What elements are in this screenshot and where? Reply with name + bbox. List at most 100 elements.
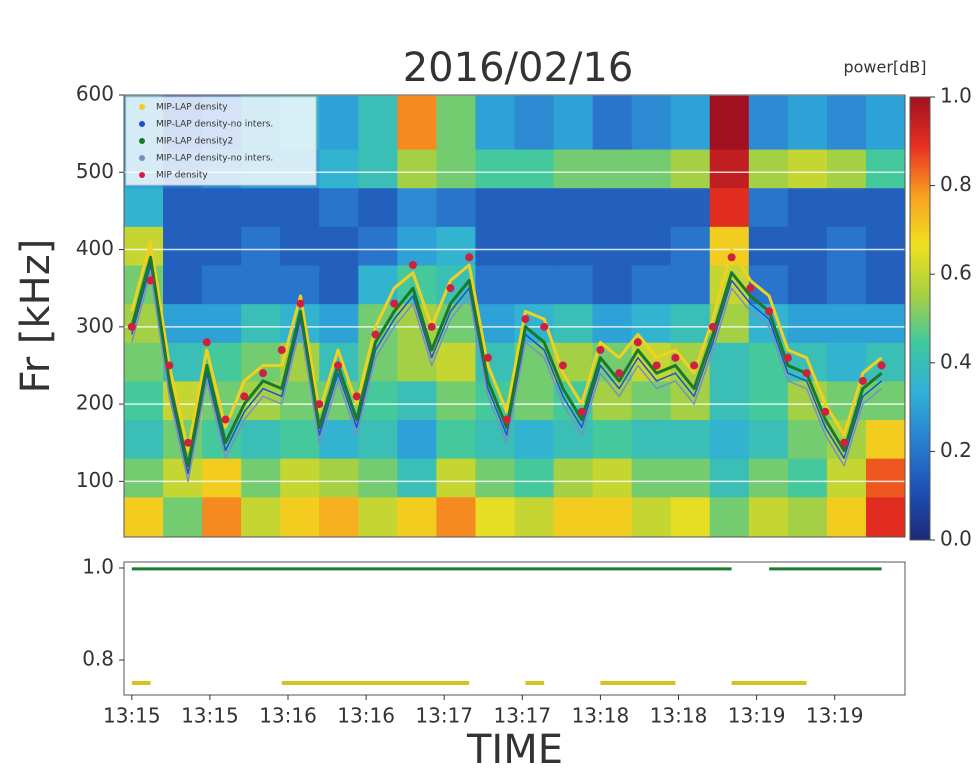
colorbar-tick-label: 0.0	[940, 527, 972, 551]
heat-cell	[358, 188, 398, 227]
heat-cell	[436, 188, 476, 227]
heat-cell	[749, 420, 789, 459]
heat-cell	[671, 149, 711, 188]
heat-cell	[788, 188, 828, 227]
y-tick-label: 600	[76, 82, 114, 106]
heat-cell	[554, 265, 594, 304]
marker	[671, 354, 679, 362]
y-tick-label: 200	[76, 391, 114, 415]
heat-cell	[358, 95, 398, 150]
heat-cell	[475, 226, 515, 265]
marker	[278, 346, 286, 354]
heat-cell	[593, 497, 633, 538]
x-tick-label: 13:19	[806, 704, 864, 728]
heat-cell	[436, 342, 476, 381]
marker	[409, 261, 417, 269]
heat-cell	[671, 497, 711, 538]
heat-cell	[866, 497, 906, 538]
heat-cell	[163, 304, 203, 343]
legend-marker	[139, 138, 145, 144]
heat-cell	[788, 226, 828, 265]
heat-cell	[124, 226, 164, 265]
x-axis-label: TIME	[466, 727, 563, 773]
marker	[390, 300, 398, 308]
heat-cell	[671, 265, 711, 304]
x-tick-label: 13:16	[259, 704, 317, 728]
heat-cell	[163, 458, 203, 497]
heat-cell	[593, 265, 633, 304]
y-tick-label: 400	[76, 236, 114, 260]
marker	[540, 323, 548, 331]
heat-cell	[554, 226, 594, 265]
marker	[165, 361, 173, 369]
colorbar-tick-label: 0.6	[940, 261, 972, 285]
heat-cell	[632, 420, 672, 459]
heat-cell	[632, 226, 672, 265]
plot-frame	[124, 562, 905, 695]
marker	[259, 369, 267, 377]
heat-cell	[749, 188, 789, 227]
legend-label: MIP-LAP density-no inters.	[156, 154, 273, 164]
heat-cell	[866, 381, 906, 420]
heat-cell	[749, 149, 789, 188]
heat-cell	[749, 497, 789, 538]
legend: MIP-LAP densityMIP-LAP density-no inters…	[126, 97, 316, 185]
heat-cell	[866, 265, 906, 304]
heat-cell	[475, 188, 515, 227]
colorbar-tick-label: 1.0	[940, 84, 972, 108]
heat-cell	[632, 497, 672, 538]
heat-cell	[866, 226, 906, 265]
heat-cell	[632, 149, 672, 188]
legend-marker	[139, 172, 145, 178]
heat-cell	[280, 420, 320, 459]
marker	[203, 338, 211, 346]
heat-cell	[280, 458, 320, 497]
heat-cell	[436, 497, 476, 538]
marker	[446, 284, 454, 292]
marker	[803, 369, 811, 377]
heat-cell	[671, 304, 711, 343]
x-tick-label: 13:16	[337, 704, 395, 728]
heat-cell	[515, 381, 555, 420]
marker	[484, 354, 492, 362]
legend-label: MIP-LAP density-no inters.	[156, 120, 273, 130]
marker	[297, 300, 305, 308]
heat-cell	[788, 304, 828, 343]
heat-cell	[866, 95, 906, 150]
marker	[615, 369, 623, 377]
heat-cell	[319, 458, 359, 497]
y-axis-label: Fr [kHz]	[13, 239, 59, 394]
heat-cell	[475, 95, 515, 150]
heat-cell	[280, 226, 320, 265]
heat-cell	[397, 226, 437, 265]
heat-cell	[397, 381, 437, 420]
heat-cell	[866, 342, 906, 381]
marker	[428, 323, 436, 331]
colorbar	[910, 97, 930, 540]
x-tick-label: 13:15	[181, 704, 239, 728]
heat-cell	[319, 95, 359, 150]
heat-cell	[749, 381, 789, 420]
marker	[353, 392, 361, 400]
heat-cell	[358, 265, 398, 304]
heat-cell	[593, 149, 633, 188]
heat-cell	[163, 226, 203, 265]
heat-cell	[241, 188, 281, 227]
colorbar-tick-label: 0.4	[940, 349, 972, 373]
heat-cell	[241, 497, 281, 538]
heat-cell	[124, 420, 164, 459]
heat-cell	[632, 265, 672, 304]
marker	[821, 408, 829, 416]
heat-cell	[436, 149, 476, 188]
heat-cell	[632, 188, 672, 227]
heat-cell	[397, 458, 437, 497]
heat-cell	[319, 304, 359, 343]
marker	[634, 338, 642, 346]
heat-cell	[788, 497, 828, 538]
heat-cell	[827, 95, 867, 150]
marker	[147, 276, 155, 284]
colorbar-tick-label: 0.2	[940, 438, 972, 462]
heat-cell	[710, 458, 750, 497]
y-tick-label: 1.0	[82, 554, 114, 578]
marker	[334, 361, 342, 369]
